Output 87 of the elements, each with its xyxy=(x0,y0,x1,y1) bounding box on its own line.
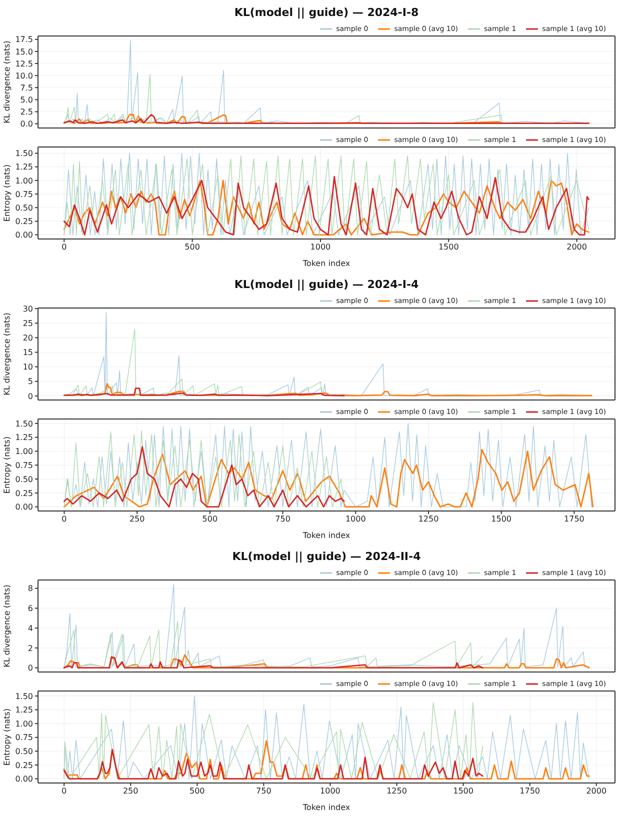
y-tick-label: 7.5 xyxy=(20,83,33,92)
x-tick-label: 1000 xyxy=(310,242,331,252)
y-tick-label: 10 xyxy=(22,362,33,372)
y-tick-label: 0 xyxy=(28,664,33,673)
x-tick-label: 1250 xyxy=(418,514,439,524)
y-axis-title: KL divergence (nats) xyxy=(2,312,12,396)
y-tick-label: 5 xyxy=(28,377,33,386)
y-tick-label: 1.50 xyxy=(15,419,33,428)
x-tick-label: 1500 xyxy=(438,242,459,252)
x-tick-label: 500 xyxy=(184,242,200,252)
y-tick-label: 17.5 xyxy=(15,35,33,44)
y-tick-label: 2.5 xyxy=(20,108,33,117)
line-series xyxy=(63,114,590,124)
y-tick-label: 0.25 xyxy=(15,760,33,770)
x-tick-label: 0 xyxy=(62,242,67,252)
y-tick-label: 0.75 xyxy=(15,460,33,470)
y-tick-label: 30 xyxy=(22,304,33,314)
x-tick-label: 500 xyxy=(202,514,218,524)
y-tick-label: 1.25 xyxy=(15,162,33,172)
x-tick-label: 250 xyxy=(129,514,145,524)
x-tick-label: 2000 xyxy=(586,786,607,796)
y-tick-label: 0.25 xyxy=(15,488,33,498)
y-tick-label: 0.00 xyxy=(15,774,33,784)
chart-title: KL(model || guide) — 2024-I-4 xyxy=(233,277,420,293)
x-tick-label: 1750 xyxy=(564,514,584,524)
y-tick-label: 6 xyxy=(28,604,33,614)
chart-title: KL(model || guide) — 2024-II-4 xyxy=(231,549,422,565)
y-tick-label: 15 xyxy=(22,348,33,358)
y-tick-label: 2 xyxy=(28,644,33,653)
y-axis-title: Entropy (nats) xyxy=(2,164,12,222)
y-tick-label: 1.00 xyxy=(15,719,33,728)
chart-title: KL(model || guide) — 2024-I-8 xyxy=(233,5,420,21)
x-tick-label: 250 xyxy=(122,786,138,796)
line-series xyxy=(64,702,484,780)
line-series xyxy=(64,448,594,508)
y-axis-title: Entropy (nats) xyxy=(2,708,12,766)
x-axis-title: Token index xyxy=(302,803,350,812)
line-series xyxy=(64,620,484,668)
y-tick-label: 5.0 xyxy=(20,96,33,105)
y-tick-label: 1.00 xyxy=(15,176,33,186)
y-tick-label: 20 xyxy=(22,334,33,343)
y-tick-label: 12.5 xyxy=(15,59,33,68)
x-tick-label: 750 xyxy=(256,786,272,796)
y-tick-label: 0.75 xyxy=(15,190,33,199)
y-axis-title: KL divergence (nats) xyxy=(2,40,12,124)
y-tick-label: 0.0 xyxy=(20,120,33,129)
line-series xyxy=(63,656,484,669)
line-series xyxy=(64,430,344,508)
x-tick-label: 0 xyxy=(62,786,67,796)
y-axis-title: Entropy (nats) xyxy=(2,436,12,494)
y-tick-label: 25 xyxy=(22,318,33,328)
y-tick-label: 0.00 xyxy=(15,230,33,240)
y-tick-label: 0 xyxy=(28,392,33,401)
x-tick-label: 1750 xyxy=(520,786,540,796)
y-tick-label: 8 xyxy=(28,584,33,594)
y-tick-label: 0.25 xyxy=(15,217,33,226)
x-tick-label: 1000 xyxy=(345,514,366,524)
y-tick-label: 1.50 xyxy=(15,692,33,701)
x-tick-label: 1250 xyxy=(386,786,407,796)
line-series xyxy=(64,388,345,396)
y-tick-label: 4 xyxy=(28,624,33,633)
y-tick-label: 1.00 xyxy=(15,447,33,456)
x-tick-label: 1500 xyxy=(491,514,512,524)
line-series xyxy=(64,446,345,508)
y-tick-label: 0.75 xyxy=(15,733,33,742)
x-tick-label: 1500 xyxy=(453,786,474,796)
y-tick-label: 10.0 xyxy=(15,71,33,80)
x-tick-label: 1000 xyxy=(320,786,340,796)
y-tick-label: 1.50 xyxy=(15,149,33,158)
y-tick-label: 15.0 xyxy=(15,47,33,56)
line-series xyxy=(63,748,484,780)
y-tick-label: 0.50 xyxy=(15,474,33,484)
y-tick-label: 0.50 xyxy=(15,747,33,756)
x-tick-label: 500 xyxy=(190,786,205,796)
x-tick-label: 750 xyxy=(275,514,290,524)
x-axis-title: Token index xyxy=(302,531,350,540)
x-tick-label: 2000 xyxy=(566,242,587,252)
y-tick-label: 1.25 xyxy=(15,433,33,442)
x-tick-label: 0 xyxy=(62,514,67,524)
line-series xyxy=(64,696,590,780)
y-tick-label: 0.00 xyxy=(15,502,33,512)
y-axis-title: KL divergence (nats) xyxy=(2,584,12,668)
y-tick-label: 0.50 xyxy=(15,203,33,212)
y-tick-label: 1.25 xyxy=(15,706,33,715)
line-series xyxy=(64,584,590,668)
x-axis-title: Token index xyxy=(302,259,350,268)
line-series xyxy=(64,423,592,508)
